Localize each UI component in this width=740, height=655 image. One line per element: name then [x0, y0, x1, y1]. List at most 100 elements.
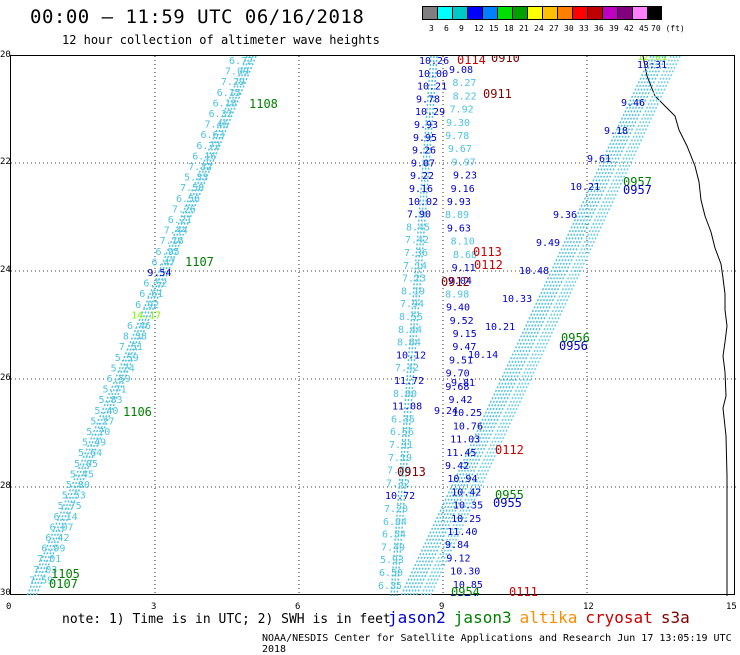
track-a-value: 5.33 — [184, 173, 208, 184]
track-a-value: 7.58 — [180, 183, 204, 194]
track-a-value: 6.21 — [168, 215, 192, 226]
time-label-0957b: 0957 — [623, 183, 652, 197]
track-c-value: 9.40 — [446, 303, 470, 314]
track-a-value: 5.70 — [86, 427, 110, 438]
track-b-value: 11.72 — [394, 376, 424, 387]
track-a-value: 7.59 — [29, 575, 53, 586]
track-b-value: 11.08 — [392, 402, 422, 413]
y-label-24: 24 — [0, 265, 11, 275]
legend-swatch — [467, 6, 482, 20]
legend-swatch — [452, 6, 467, 20]
track-a-value: 7.46 — [205, 120, 229, 131]
track-a-value: 7.51 — [119, 342, 143, 353]
legend-swatch — [647, 6, 662, 20]
track-c-value: 10.42 — [451, 487, 481, 498]
track-a-value: 6.95 — [156, 247, 180, 258]
track-c-value: 9.23 — [453, 171, 477, 182]
track-b-value: 10.72 — [385, 491, 415, 502]
time-label-1331: 13:31 — [637, 60, 667, 71]
swath-line — [29, 56, 251, 596]
track-b-value: 5.93 — [380, 555, 404, 566]
swath-line — [409, 56, 661, 596]
legend-tick: 24 — [534, 24, 544, 33]
track-a-value: 6.16 — [192, 151, 216, 162]
track-a-value: 6.56 — [176, 194, 200, 205]
time-label-1106: 1106 — [123, 405, 152, 419]
track-c-value: 9.63 — [447, 223, 471, 234]
track-b-value: 8.44 — [398, 325, 422, 336]
swath-line — [32, 56, 254, 596]
legend-tick: 21 — [519, 24, 529, 33]
track-a-value: 7.44 — [164, 226, 188, 237]
track-b-value: 7.90 — [407, 210, 431, 221]
track-a-value: 6.63 — [200, 130, 224, 141]
legend-tick: 6 — [444, 24, 449, 33]
track-c-value: 9.47 — [452, 342, 476, 353]
track-a-value: 5.45 — [70, 469, 94, 480]
track-c-value: 9.52 — [450, 316, 474, 327]
track-d-value: 10.14 — [468, 350, 498, 361]
track-c-value: 8.89 — [445, 210, 469, 221]
track-a-value: 5.59 — [115, 353, 139, 364]
track-c-value: 8.98 — [445, 289, 469, 300]
track-b-value: 7.32 — [386, 478, 410, 489]
track-b-value: 8.55 — [399, 312, 423, 323]
map-plot-area: 6.72 7.09 7.29 6.15 6.18 6.32 7.46 6.63 6.72 6.16… — [10, 55, 736, 596]
track-a-value: 5.80 — [66, 480, 90, 491]
track-b-value: 10.02 — [408, 197, 438, 208]
track-c-value: 9.15 — [453, 329, 477, 340]
track-b-value: 7.36 — [404, 248, 428, 259]
grid-lines — [11, 56, 736, 596]
track-a-value: 7.29 — [221, 77, 245, 88]
track-b-value: 6.56 — [390, 427, 414, 438]
swath-line — [403, 56, 655, 596]
track-a-value: 5.40 — [94, 406, 118, 417]
footer-note: note: 1) Time is in UTC; 2) SWH is in fe… — [62, 612, 391, 627]
time-label-0954: 0954 — [451, 585, 480, 596]
track-b-value: 6.35 — [378, 581, 402, 592]
track-a-value: 5.64 — [78, 448, 102, 459]
track-a-value: 5.75 — [58, 501, 82, 512]
track-c-value: 7.92 — [450, 105, 474, 116]
footer-credit: NOAA/NESDIS Center for Satellite Applica… — [262, 633, 732, 655]
track-a-value: 6.47 — [151, 257, 175, 268]
track-a-value: 6.32 — [209, 109, 233, 120]
track-d-value: 10.21 — [485, 322, 515, 333]
track-a-value: 6.14 — [54, 512, 78, 523]
track-b-value: 7.19 — [388, 453, 412, 464]
track-b-value: 7.20 — [384, 504, 408, 515]
track-c-value: 9.97 — [452, 157, 476, 168]
page-title: 00:00 – 11:59 UTC 06/16/2018 — [30, 6, 365, 28]
track-d-value: 9.81 — [451, 378, 475, 389]
legend-swatch — [422, 6, 437, 20]
track-b-value: 7.94 — [400, 299, 424, 310]
track-b-value: 7.31 — [389, 440, 413, 451]
track-a-value: 6.42 — [45, 533, 69, 544]
track-c-value: 10.94 — [447, 474, 477, 485]
track-b-value: 10.26 — [419, 56, 449, 67]
swath-line — [420, 56, 672, 596]
track-a-value: 7.32 — [188, 162, 212, 173]
track-a-value: 6.99 — [41, 544, 65, 555]
track-d-value: 10.21 — [570, 182, 600, 193]
legend-tick: 12 — [474, 24, 484, 33]
track-b-value: 9.93 — [414, 120, 438, 131]
legend-tick: 27 — [549, 24, 559, 33]
track-b-value: 7.23 — [402, 274, 426, 285]
time-label-0913: 0913 — [397, 465, 426, 479]
track-b-value: 7.49 — [381, 542, 405, 553]
track-c-value: 9.16 — [451, 184, 475, 195]
track-a-value: 5.05 — [74, 459, 98, 470]
track-b-value: 9.16 — [409, 184, 433, 195]
track-b-value: 8.45 — [406, 222, 430, 233]
track-d-value: 10.48 — [519, 266, 549, 277]
time-label-0910: 0910 — [491, 56, 520, 65]
track-b-value: 7.42 — [395, 363, 419, 374]
x-label-9: 9 — [439, 602, 445, 612]
swath-line — [26, 56, 248, 596]
track-b-value: 9.22 — [410, 171, 434, 182]
legend-tick: 36 — [594, 24, 604, 33]
swath-lines — [26, 56, 681, 596]
time-label-0107: 0107 — [49, 577, 78, 591]
swath-line — [415, 56, 667, 596]
